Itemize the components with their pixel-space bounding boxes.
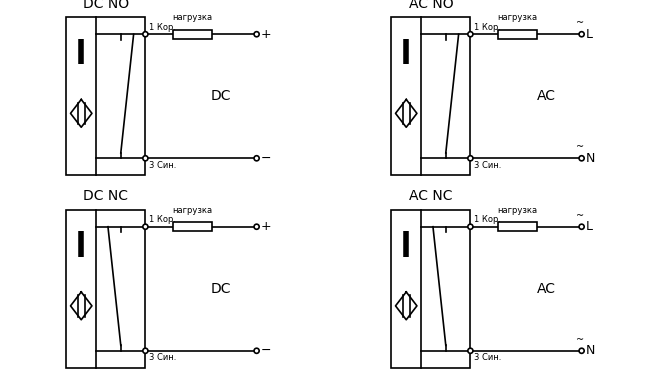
Text: ~: ~: [577, 142, 584, 152]
Circle shape: [579, 32, 584, 37]
Bar: [66, 209, 146, 368]
Text: DC: DC: [211, 282, 231, 296]
Bar: [66, 17, 146, 176]
Text: нагрузка: нагрузка: [497, 13, 538, 22]
Text: ~: ~: [577, 335, 584, 345]
Circle shape: [254, 32, 259, 37]
Text: ~: ~: [577, 18, 584, 28]
Text: AC NC: AC NC: [409, 189, 452, 203]
Text: DC NO: DC NO: [83, 0, 129, 11]
Circle shape: [468, 32, 473, 37]
Text: 3 Син.: 3 Син.: [150, 161, 177, 170]
Bar: [498, 30, 537, 39]
Text: −: −: [261, 344, 272, 357]
Text: нагрузка: нагрузка: [172, 13, 213, 22]
Text: нагрузка: нагрузка: [497, 206, 538, 215]
Circle shape: [143, 348, 148, 353]
Text: +: +: [261, 28, 272, 41]
Circle shape: [579, 156, 584, 161]
Bar: [173, 30, 212, 39]
Text: 3 Син.: 3 Син.: [150, 353, 177, 362]
Text: DC: DC: [211, 89, 231, 103]
Bar: [391, 17, 471, 176]
Text: 3 Син.: 3 Син.: [474, 161, 502, 170]
Circle shape: [143, 224, 148, 229]
Circle shape: [254, 156, 259, 161]
Circle shape: [468, 224, 473, 229]
Text: N: N: [586, 344, 595, 357]
Text: нагрузка: нагрузка: [172, 206, 213, 215]
Circle shape: [143, 156, 148, 161]
Circle shape: [579, 348, 584, 353]
Text: −: −: [261, 152, 272, 165]
Text: ~: ~: [577, 211, 584, 221]
Circle shape: [254, 224, 259, 229]
Circle shape: [143, 32, 148, 37]
Text: AC: AC: [537, 282, 556, 296]
Text: AC: AC: [537, 89, 556, 103]
Text: L: L: [586, 28, 593, 41]
Text: +: +: [261, 220, 272, 233]
Text: 1 Кор.: 1 Кор.: [474, 215, 501, 224]
Bar: [391, 209, 471, 368]
Text: DC NC: DC NC: [83, 189, 128, 203]
Circle shape: [468, 348, 473, 353]
Text: 3 Син.: 3 Син.: [474, 353, 502, 362]
Circle shape: [468, 156, 473, 161]
Circle shape: [254, 348, 259, 353]
Text: 1 Кор.: 1 Кор.: [474, 23, 501, 32]
Text: 1 Кор.: 1 Кор.: [150, 23, 176, 32]
Bar: [173, 222, 212, 231]
Text: 1 Кор.: 1 Кор.: [150, 215, 176, 224]
Text: N: N: [586, 152, 595, 165]
Text: L: L: [586, 220, 593, 233]
Bar: [498, 222, 537, 231]
Circle shape: [579, 224, 584, 229]
Text: AC NO: AC NO: [408, 0, 453, 11]
